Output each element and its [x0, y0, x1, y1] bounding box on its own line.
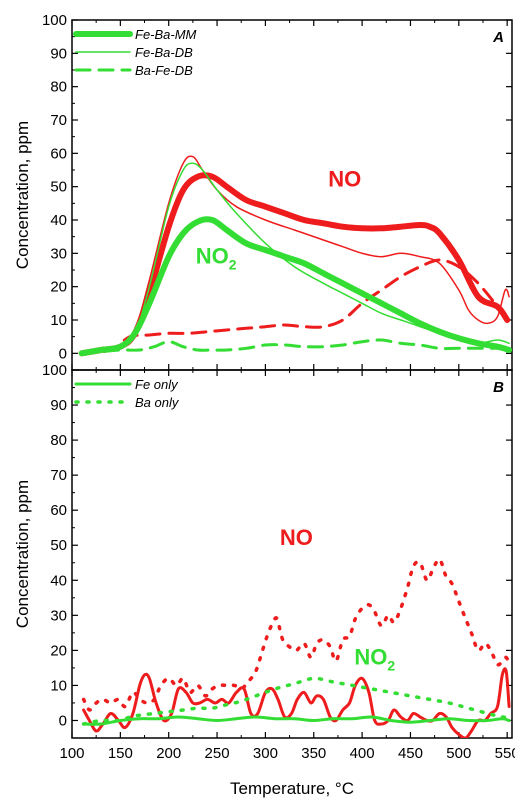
panel-b: 0 10 20 30 40 50 60 70 80 90 100 100 150 200 250 300 350… — [13, 362, 515, 798]
series-line — [82, 156, 509, 353]
series-annotation: NO — [328, 167, 361, 192]
y-tick-label: 80 — [50, 432, 67, 449]
x-tick-label: 450 — [398, 745, 423, 762]
x-tick-label: 250 — [205, 745, 230, 762]
y-tick-label: 20 — [50, 279, 67, 296]
y-tick-label: 80 — [50, 79, 67, 96]
y-tick-label: 30 — [50, 245, 67, 262]
y-tick-label: 90 — [50, 397, 67, 414]
x-tick-label: 300 — [253, 745, 278, 762]
x-tick-label: 100 — [59, 745, 84, 762]
series-group — [82, 156, 509, 353]
y-tick-label: 70 — [50, 467, 67, 484]
x-tick-label: 150 — [108, 745, 133, 762]
y-tick-label: 50 — [50, 179, 67, 196]
x-tick-label: 500 — [446, 745, 471, 762]
x-tick-label: 200 — [156, 745, 181, 762]
series-annotation: NO2 — [354, 644, 395, 673]
x-axis-label: Temperature, °C — [230, 779, 354, 798]
y-axis-label: Concentration, ppm — [13, 121, 32, 269]
x-tick-label: 550 — [495, 745, 515, 762]
y-tick-label: 50 — [50, 537, 67, 554]
panel-label: A — [492, 29, 504, 46]
y-tick-label: 60 — [50, 502, 67, 519]
panel-a: 0 10 20 30 40 50 60 70 80 90 100 Concentration, ppm… — [13, 12, 512, 370]
y-tick-label: 0 — [59, 712, 67, 729]
legend-label: Fe only — [135, 377, 179, 392]
y-tick-label: 70 — [50, 112, 67, 129]
y-tick-label: 100 — [42, 362, 67, 379]
legend-label: Ba-Fe-DB — [135, 63, 193, 78]
legend-label: Ba only — [135, 395, 180, 410]
series-line — [84, 559, 510, 710]
legend-label: Fe-Ba-DB — [135, 45, 193, 60]
y-tick-label: 0 — [59, 345, 67, 362]
y-tick-label: 10 — [50, 312, 67, 329]
y-tick-label: 20 — [50, 642, 67, 659]
x-tick-label: 400 — [350, 745, 375, 762]
series-group — [84, 559, 510, 738]
series-line — [84, 669, 510, 738]
y-axis-label: Concentration, ppm — [13, 480, 32, 628]
y-tick-label: 100 — [42, 12, 67, 29]
series-line — [84, 717, 510, 724]
series-annotation: NO — [280, 525, 313, 550]
y-tick-label: 30 — [50, 607, 67, 624]
y-tick-label: 10 — [50, 677, 67, 694]
legend-label: Fe-Ba-MM — [135, 27, 197, 42]
plot-frame — [72, 370, 512, 738]
y-tick-label: 40 — [50, 572, 67, 589]
y-tick-label: 40 — [50, 212, 67, 229]
x-tick-label: 350 — [301, 745, 326, 762]
y-tick-label: 60 — [50, 145, 67, 162]
y-tick-label: 90 — [50, 45, 67, 62]
panel-label: B — [493, 379, 504, 396]
series-line — [82, 340, 509, 353]
series-annotation: NO2 — [196, 243, 237, 272]
